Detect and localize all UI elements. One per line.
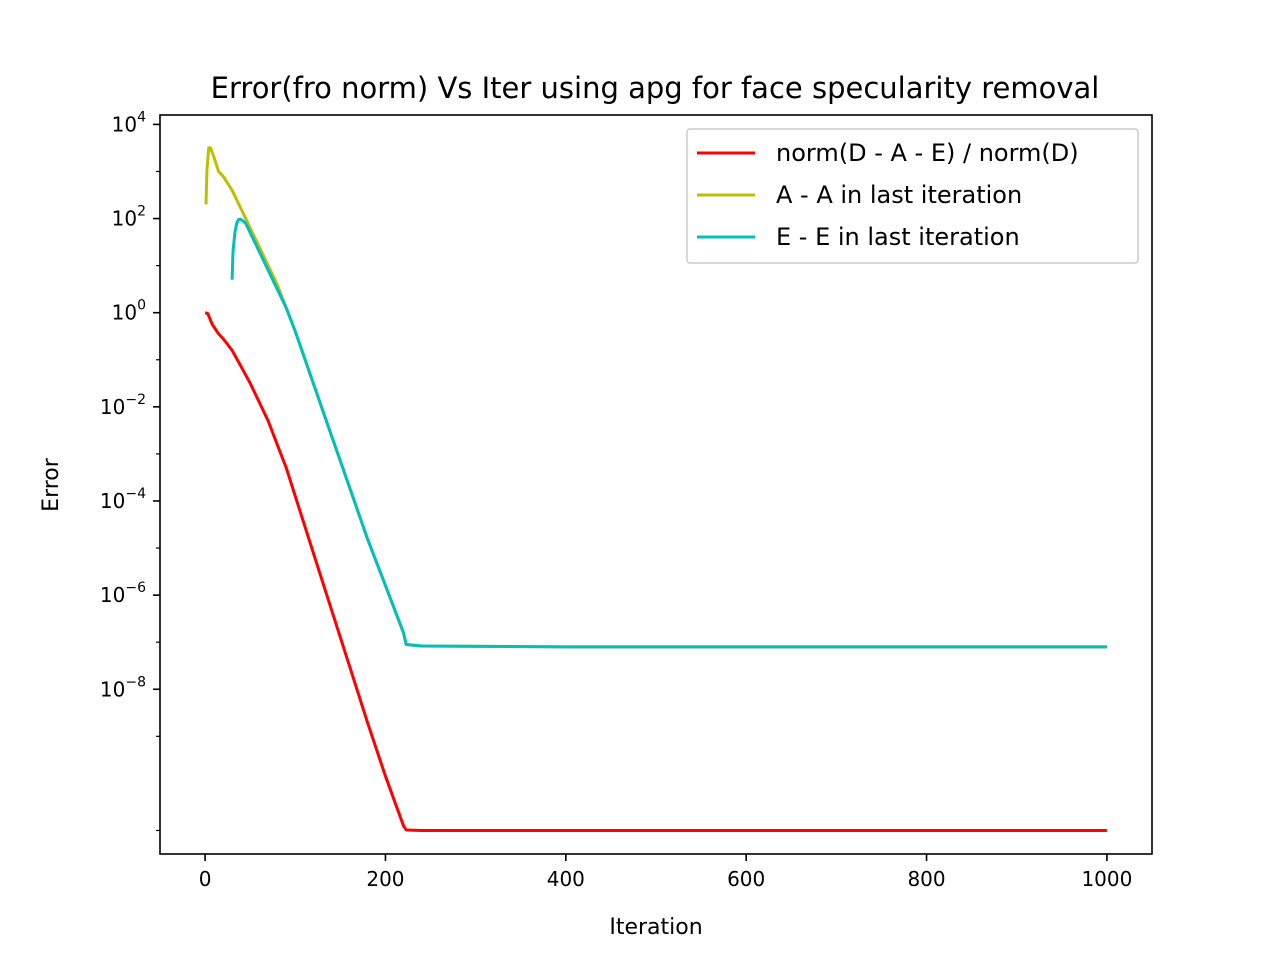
y-tick-label: 102 xyxy=(112,204,146,231)
plot-area-frame xyxy=(159,114,1153,855)
legend-label: E - E in last iteration xyxy=(776,223,1020,251)
y-tick-label: 10−8 xyxy=(100,674,146,701)
x-tick-label: 600 xyxy=(727,867,765,891)
x-tick-label: 0 xyxy=(199,867,212,891)
x-axis-ticks: 0 200 400 600 800 1000 xyxy=(199,854,1132,891)
y-axis-ticks: 104 102 100 10−2 10−4 10−6 10−8 xyxy=(100,109,160,832)
legend-label: A - A in last iteration xyxy=(776,181,1022,209)
x-tick-label: 200 xyxy=(366,867,404,891)
y-tick-label: 100 xyxy=(112,298,146,325)
chart-title: Error(fro norm) Vs Iter using apg for fa… xyxy=(211,71,1100,105)
y-tick-label: 104 xyxy=(112,109,146,136)
series-line xyxy=(230,218,1107,649)
y-tick-label: 10−4 xyxy=(100,486,146,513)
legend: norm(D - A - E) / norm(D) A - A in last i… xyxy=(686,128,1139,264)
x-tick-label: 400 xyxy=(547,867,585,891)
y-axis-title: Error xyxy=(39,457,64,512)
x-axis-title: Iteration xyxy=(609,915,702,940)
y-tick-label: 10−2 xyxy=(100,392,146,419)
legend-frame xyxy=(686,128,1139,264)
x-tick-label: 800 xyxy=(907,867,945,891)
y-tick-label: 10−6 xyxy=(100,580,146,607)
legend-label: norm(D - A - E) / norm(D) xyxy=(776,139,1079,167)
series-line xyxy=(204,311,1107,832)
series-layer xyxy=(204,146,1107,832)
x-tick-label: 1000 xyxy=(1081,867,1132,891)
legend-entries: norm(D - A - E) / norm(D) A - A in last i… xyxy=(697,139,1079,251)
